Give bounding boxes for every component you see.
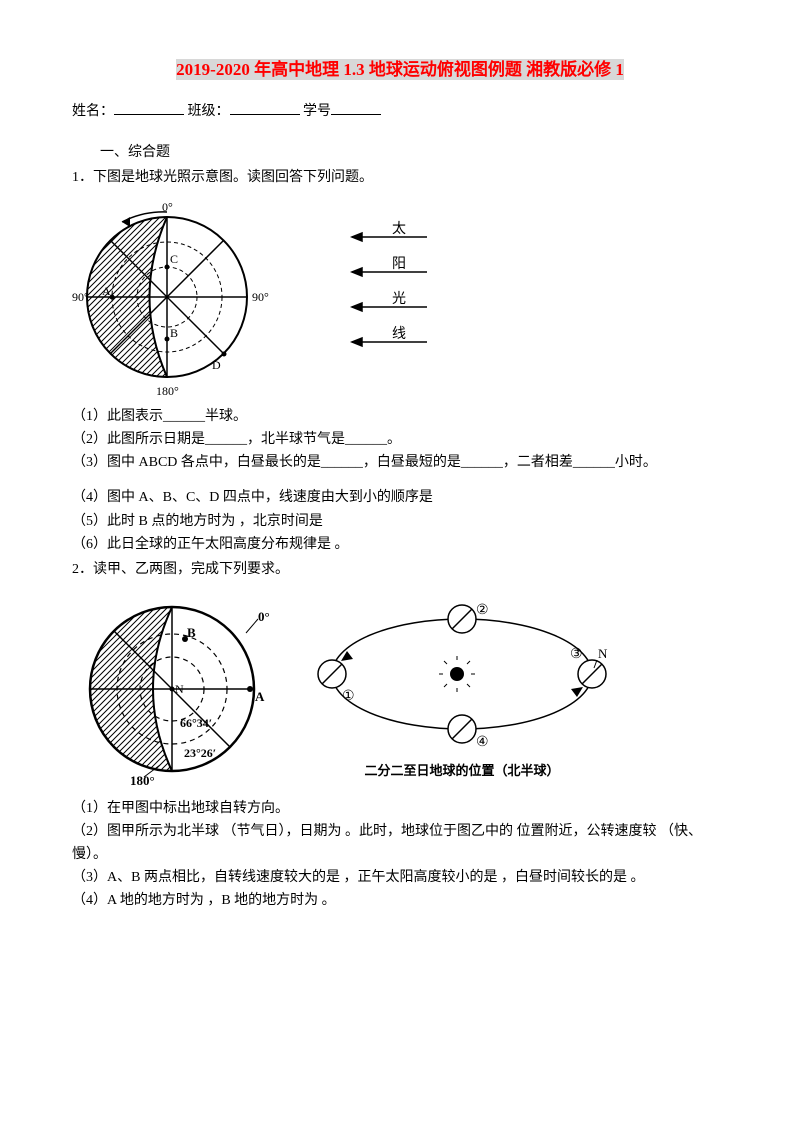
q1-part-2: （2）此图所示日期是______，北半球节气是______。 [72, 428, 728, 451]
label-B2: B [187, 625, 196, 640]
label-bottom: 180° [156, 384, 179, 397]
label-180deg: 180° [130, 773, 155, 788]
sun-char-4: 线 [392, 326, 406, 342]
node-2: ② [476, 603, 489, 618]
node-N: N [598, 646, 608, 661]
name-label: 姓名： [72, 104, 114, 119]
label-top: 0° [162, 200, 173, 214]
class-blank[interactable] [230, 98, 300, 115]
node-1: ① [342, 689, 355, 704]
section-heading: 一、综合题 [72, 141, 728, 164]
sun-char-2: 阳 [392, 256, 406, 272]
q1-part-5: （5）此时 B 点的地方时为 ，北京时间是 [72, 510, 728, 533]
q2-globe-diagram: N A B 0° 180° 66°34′ 23°26′ [72, 589, 282, 789]
q2-stem: 2．读甲、乙两图，完成下列要求。 [72, 558, 728, 581]
document-title: 2019-2020 年高中地理 1.3 地球运动俯视图例题 湘教版必修 1 [72, 56, 728, 84]
q2-part-3: （3）A、B 两点相比，自转线速度较大的是 ，正午太阳高度较小的是 ，白昼时间较… [72, 866, 728, 889]
label-D: D [212, 358, 221, 372]
class-label: 班级： [188, 104, 230, 119]
id-label: 学号 [303, 104, 331, 119]
q1-globe-diagram: A C B D 0° 90° 90° 180° [72, 197, 302, 397]
q1-figure-row: A C B D 0° 90° 90° 180° 太 阳 光 线 [72, 197, 728, 397]
q2-figure-row: N A B 0° 180° 66°34′ 23°26′ [72, 589, 728, 789]
label-A2: A [255, 689, 265, 704]
node-4: ④ [476, 735, 489, 750]
q1-part-1: （1）此图表示______半球。 [72, 405, 728, 428]
q2-part-1: （1）在甲图中标出地球自转方向。 [72, 797, 728, 820]
orbit-caption: 二分二至日地球的位置（北半球） [312, 760, 612, 781]
q1-part-4: （4）图中 A、B、C、D 四点中，线速度由大到小的顺序是 [72, 486, 728, 509]
name-blank[interactable] [114, 98, 184, 115]
question-1: 1．下图是地球光照示意图。读图回答下列问题。 [72, 166, 728, 556]
label-2326: 23°26′ [184, 746, 216, 760]
label-6634: 66°34′ [180, 716, 212, 730]
sun-char-3: 光 [392, 291, 406, 307]
label-right: 90° [252, 290, 269, 304]
q1-part-3: （3）图中 ABCD 各点中，白昼最长的是______，白昼最短的是______… [72, 451, 728, 474]
label-N: N [175, 682, 184, 696]
label-left: 90° [72, 290, 89, 304]
q2-part-2: （2）图甲所示为北半球 （节气日），日期为 。此时，地球位于图乙中的 位置附近，… [72, 820, 728, 866]
q2-orbit-wrapper: ① ② ③ ④ N 二分二至日地球的位置（北半球） [312, 596, 612, 781]
id-blank[interactable] [331, 98, 381, 115]
sun-rays-icon: 太 阳 光 线 [332, 207, 432, 387]
label-B: B [170, 326, 178, 340]
section-1: 一、综合题 1．下图是地球光照示意图。读图回答下列问题。 [72, 141, 728, 912]
q1-part-6: （6）此日全球的正午太阳高度分布规律是 。 [72, 533, 728, 556]
sun-char-1: 太 [392, 221, 406, 237]
question-2: 2．读甲、乙两图，完成下列要求。 N [72, 558, 728, 913]
q1-stem: 1．下图是地球光照示意图。读图回答下列问题。 [72, 166, 728, 189]
title-text: 2019-2020 年高中地理 1.3 地球运动俯视图例题 湘教版必修 1 [176, 59, 624, 80]
node-3: ③ [570, 647, 583, 662]
q2-part-4: （4）A 地的地方时为 ，B 地的地方时为 。 [72, 889, 728, 912]
q2-orbit-diagram: ① ② ③ ④ N [312, 596, 612, 756]
student-info: 姓名： 班级： 学号 [72, 98, 728, 123]
label-A: A [102, 284, 111, 298]
label-C: C [170, 252, 178, 266]
label-0deg: 0° [258, 609, 270, 624]
